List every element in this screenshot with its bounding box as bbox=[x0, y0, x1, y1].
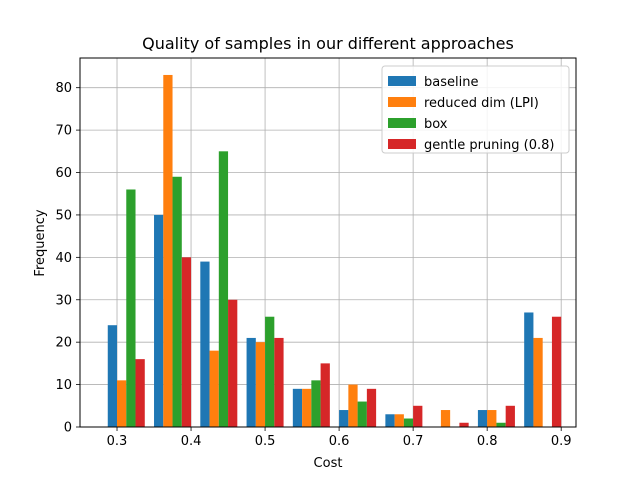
bar-box bbox=[311, 380, 321, 427]
bar-baseline bbox=[524, 312, 534, 427]
bar-baseline bbox=[154, 214, 164, 427]
bar-box bbox=[126, 189, 136, 427]
x-tick-label: 0.5 bbox=[255, 434, 276, 449]
bar-box bbox=[403, 418, 414, 427]
bar-reduced-dim-lpi- bbox=[348, 384, 358, 427]
bar-gentle-pruning-0-8- bbox=[274, 337, 284, 427]
y-tick-label: 40 bbox=[55, 251, 72, 266]
legend-box bbox=[381, 65, 570, 154]
bar-gentle-pruning-0-8- bbox=[505, 405, 515, 427]
bar-baseline bbox=[385, 414, 395, 427]
legend-label: gentle pruning (0.8) bbox=[424, 138, 554, 153]
x-tick-label: 0.4 bbox=[181, 434, 202, 449]
y-tick-label: 30 bbox=[55, 293, 72, 308]
bar-gentle-pruning-0-8- bbox=[181, 257, 192, 427]
bar-gentle-pruning-0-8- bbox=[413, 405, 423, 427]
legend-label: baseline bbox=[424, 75, 478, 90]
x-tick-label: 0.9 bbox=[551, 434, 572, 449]
y-tick-label: 10 bbox=[55, 378, 72, 393]
legend: baseline reduced dim (LPI) box gentle pruni… bbox=[381, 65, 570, 154]
bar-reduced-dim-lpi- bbox=[487, 410, 497, 427]
bar-gentle-pruning-0-8- bbox=[459, 422, 469, 427]
bar-reduced-dim-lpi- bbox=[255, 342, 266, 427]
x-tick-label: 0.3 bbox=[107, 434, 128, 449]
legend-label: reduced dim (LPI) bbox=[424, 96, 539, 111]
x-tick-label: 0.6 bbox=[329, 434, 350, 449]
bar-gentle-pruning-0-8- bbox=[366, 388, 377, 427]
y-tick-label: 50 bbox=[55, 208, 72, 223]
legend-swatch bbox=[388, 97, 416, 107]
bar-baseline bbox=[477, 410, 488, 427]
bar-reduced-dim-lpi- bbox=[533, 337, 543, 427]
bar-gentle-pruning-0-8- bbox=[551, 316, 562, 427]
legend-swatch bbox=[388, 118, 416, 128]
bar-reduced-dim-lpi- bbox=[302, 388, 312, 427]
plot-frame bbox=[79, 57, 577, 428]
bar-box bbox=[265, 316, 275, 427]
bar-baseline bbox=[200, 261, 210, 427]
legend-label: box bbox=[424, 117, 448, 132]
bar-reduced-dim-lpi- bbox=[209, 350, 219, 427]
y-tick-label: 70 bbox=[55, 124, 72, 139]
y-tick-label: 80 bbox=[55, 81, 72, 96]
x-tick-label: 0.8 bbox=[477, 434, 498, 449]
bar-box bbox=[172, 176, 182, 427]
x-tick-label: 0.7 bbox=[403, 434, 424, 449]
bar-baseline bbox=[246, 337, 256, 427]
bar-reduced-dim-lpi- bbox=[163, 74, 173, 427]
bar-reduced-dim-lpi- bbox=[394, 414, 404, 427]
bar-reduced-dim-lpi- bbox=[440, 410, 451, 427]
bar-box bbox=[218, 151, 229, 427]
bar-reduced-dim-lpi- bbox=[117, 380, 127, 427]
legend-swatch bbox=[388, 76, 416, 86]
bar-box bbox=[357, 401, 367, 427]
y-ticks: 0 10 20 30 40 50 60 70 80 bbox=[55, 81, 80, 436]
y-tick-label: 20 bbox=[55, 336, 72, 351]
bar-gentle-pruning-0-8- bbox=[228, 299, 238, 427]
legend-swatch bbox=[388, 139, 416, 149]
bars bbox=[107, 74, 562, 427]
bar-baseline bbox=[339, 410, 349, 427]
y-axis-label: Frequency bbox=[33, 209, 48, 276]
bar-gentle-pruning-0-8- bbox=[320, 363, 330, 427]
x-ticks: 0.3 0.4 0.5 0.6 0.7 0.8 0.9 bbox=[107, 427, 572, 449]
bar-box bbox=[496, 422, 506, 427]
bar-baseline bbox=[292, 388, 303, 427]
bar-baseline bbox=[107, 325, 118, 427]
x-axis-label: Cost bbox=[314, 456, 343, 471]
bar-gentle-pruning-0-8- bbox=[135, 359, 145, 427]
chart-title: Quality of samples in our different appr… bbox=[142, 34, 514, 53]
y-tick-label: 60 bbox=[55, 166, 72, 181]
y-tick-label: 0 bbox=[64, 421, 72, 436]
